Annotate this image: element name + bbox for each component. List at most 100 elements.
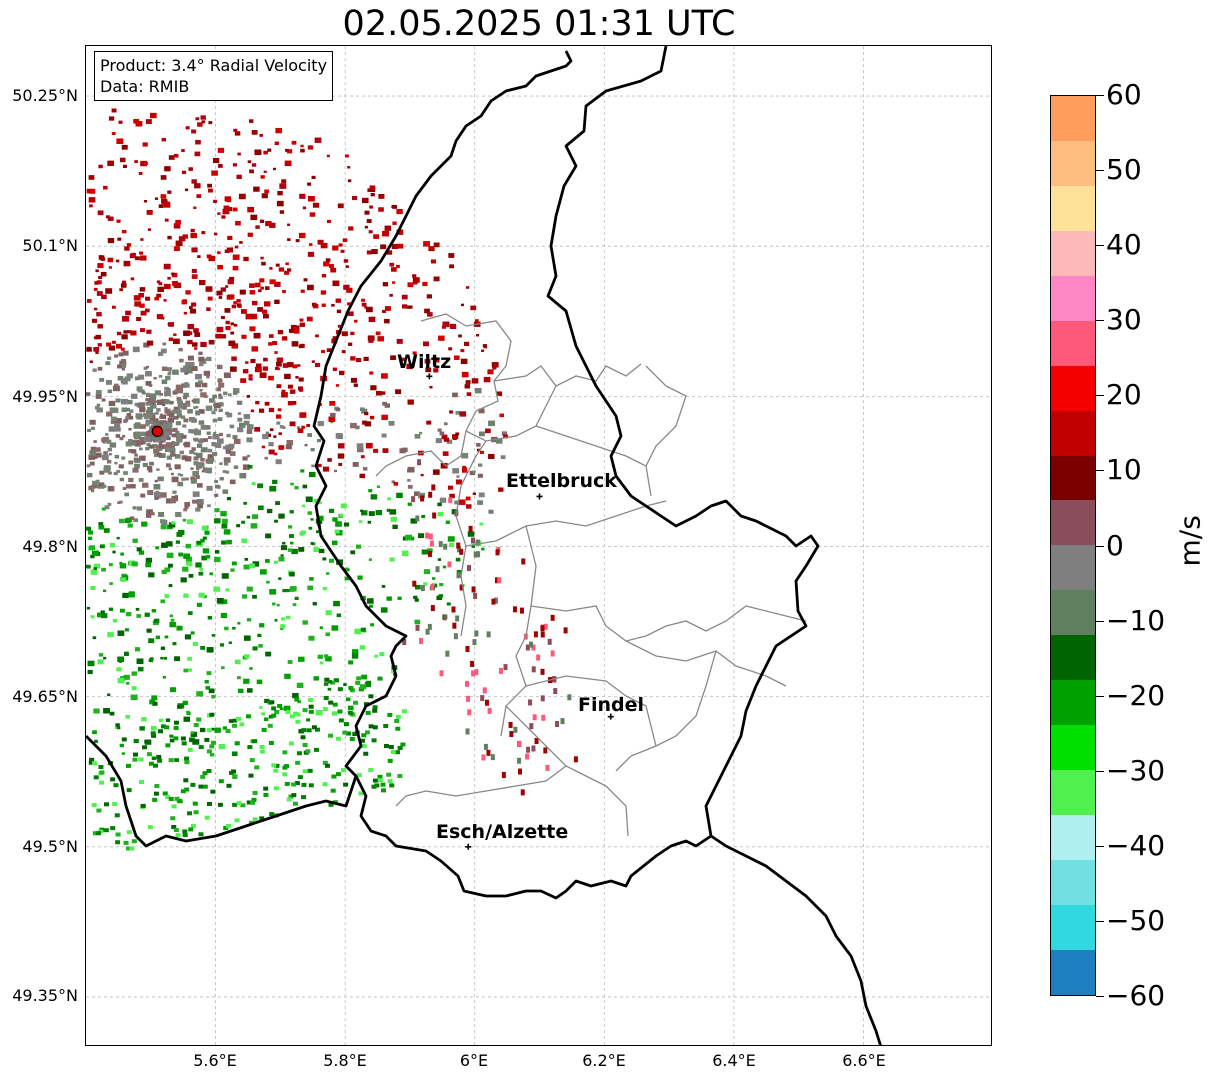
echo-pixel [335, 298, 342, 303]
echo-pixel [366, 598, 374, 604]
echo-pixel [92, 636, 97, 640]
echo-pixel [201, 525, 208, 531]
echo-pixel [438, 541, 443, 548]
echo-pixel [325, 632, 331, 637]
echo-pixel [375, 509, 383, 516]
echo-pixel [259, 219, 265, 224]
echo-pixel [348, 660, 354, 665]
echo-pixel [391, 480, 395, 484]
echo-pixel [383, 723, 389, 728]
echo-pixel [153, 452, 160, 457]
echo-pixel [377, 336, 385, 342]
echo-pixel [445, 520, 450, 524]
echo-pixel [135, 120, 143, 127]
echo-pixel [295, 239, 300, 243]
echo-pixel [217, 264, 223, 270]
echo-pixel [407, 478, 411, 482]
echo-pixel [196, 691, 203, 697]
echo-pixel [169, 498, 176, 504]
echo-pixel [127, 523, 133, 528]
echo-pixel [256, 679, 263, 685]
echo-pixel [150, 416, 155, 421]
echo-pixel [244, 654, 250, 659]
echo-pixel [107, 447, 112, 452]
echo-pixel [332, 517, 338, 522]
echo-pixel [138, 171, 143, 175]
colorbar-segment [1051, 590, 1095, 636]
echo-pixel [274, 281, 281, 287]
city-marker-cross [536, 493, 543, 500]
echo-pixel [96, 291, 103, 296]
echo-pixel [202, 784, 208, 789]
echo-pixel [160, 646, 166, 650]
echo-pixel [221, 573, 229, 579]
echo-pixel [223, 462, 229, 466]
echo-pixel [275, 459, 282, 465]
echo-pixel [315, 709, 323, 716]
echo-pixel [301, 782, 307, 787]
echo-pixel [467, 531, 475, 537]
echo-pixel [109, 582, 113, 585]
echo-pixel [86, 464, 91, 468]
echo-pixel [291, 341, 299, 347]
echo-pixel [321, 349, 325, 354]
echo-pixel [292, 801, 298, 806]
map-area[interactable] [85, 45, 992, 1046]
echo-pixel [95, 334, 102, 340]
echo-pixel [471, 545, 476, 548]
echo-pixel [488, 420, 496, 427]
echo-pixel [531, 644, 536, 651]
echo-pixel [119, 360, 127, 367]
echo-pixel [278, 358, 283, 362]
echo-pixel [372, 708, 378, 713]
echo-pixel [352, 462, 359, 467]
echo-pixel [139, 424, 146, 429]
colorbar-segment [1051, 635, 1095, 681]
echo-pixel [117, 237, 122, 241]
echo-pixel [89, 204, 93, 208]
colorbar-tick-label: 10 [1106, 453, 1142, 487]
echo-pixel [214, 727, 221, 733]
echo-pixel [146, 329, 152, 334]
echo-pixel [299, 318, 304, 322]
echo-pixel [252, 817, 258, 822]
echo-pixel [276, 603, 280, 607]
echo-pixel [157, 512, 165, 517]
echo-pixel [218, 408, 223, 413]
echo-pixel [200, 645, 206, 650]
echo-pixel [169, 621, 177, 628]
canton-border [465, 365, 557, 442]
echo-pixel [121, 280, 126, 284]
echo-pixel [259, 706, 263, 709]
echo-pixel [233, 128, 238, 132]
echo-pixel [414, 619, 421, 625]
echo-pixel [107, 238, 115, 244]
echo-pixel [274, 619, 278, 622]
echo-pixel [528, 699, 533, 706]
echo-pixel [171, 521, 175, 525]
echo-pixel [99, 377, 105, 382]
echo-pixel [297, 364, 301, 367]
echo-pixel [285, 444, 292, 450]
echo-pixel [114, 417, 122, 424]
echo-pixel [204, 530, 210, 535]
colorbar-segment [1051, 140, 1095, 186]
echo-pixel [166, 388, 171, 392]
colorbar-tick-label: −10 [1106, 603, 1166, 637]
echo-pixel [262, 313, 269, 319]
echo-pixel [172, 369, 179, 375]
echo-pixel [224, 308, 231, 313]
echo-pixel [394, 750, 400, 755]
echo-pixel [388, 745, 394, 750]
echo-pixel [368, 511, 375, 516]
echo-pixel [247, 160, 252, 164]
echo-pixel [214, 484, 220, 489]
echo-pixel [387, 758, 393, 763]
echo-pixel [161, 198, 168, 204]
echo-pixel [342, 238, 348, 243]
echo-pixel [134, 647, 141, 652]
echo-pixel [161, 569, 167, 575]
echo-pixel [86, 526, 92, 531]
echo-pixel [143, 366, 148, 370]
colorbar-tick-label: 20 [1106, 378, 1142, 412]
